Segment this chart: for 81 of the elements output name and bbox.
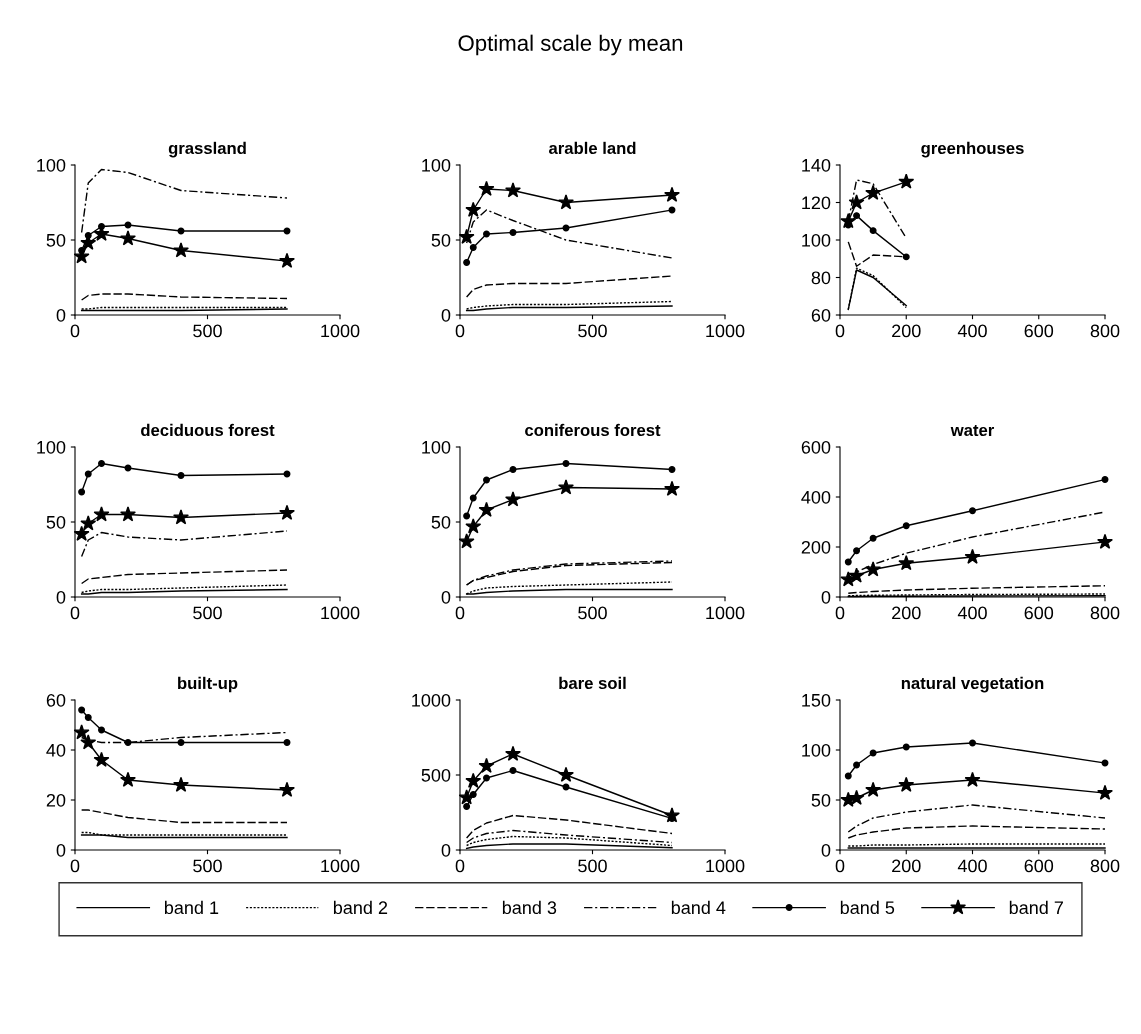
y-tick-label: 1000 xyxy=(412,693,451,707)
x-tick-label: 0 xyxy=(835,606,845,620)
y-tick-label: 100 xyxy=(802,233,831,247)
x-tick-label: 500 xyxy=(193,859,222,873)
x-tick-label: 1000 xyxy=(321,324,360,338)
y-tick-label: 0 xyxy=(821,590,831,604)
y-tick-label: 60 xyxy=(811,308,831,322)
x-tick-label: 500 xyxy=(193,324,222,338)
x-tick-label: 600 xyxy=(1024,606,1054,620)
y-tick-label: 0 xyxy=(441,843,451,857)
x-tick-label: 600 xyxy=(1024,324,1054,338)
x-tick-label: 0 xyxy=(455,324,465,338)
y-tick-label: 120 xyxy=(802,196,831,210)
x-tick-label: 1000 xyxy=(706,324,745,338)
x-tick-label: 500 xyxy=(578,324,607,338)
y-tick-label: 50 xyxy=(431,515,451,529)
y-tick-label: 50 xyxy=(811,793,831,807)
x-tick-label: 400 xyxy=(957,859,987,873)
y-tick-label: 50 xyxy=(431,233,451,247)
chart-title: built-up xyxy=(178,676,238,693)
y-tick-label: 100 xyxy=(37,158,66,172)
x-tick-label: 1000 xyxy=(321,606,360,620)
y-tick-label: 150 xyxy=(802,693,831,707)
legend-label: band 7 xyxy=(1009,900,1063,915)
x-tick-label: 0 xyxy=(70,606,80,620)
y-tick-label: 50 xyxy=(46,233,66,247)
y-tick-label: 100 xyxy=(422,158,451,172)
x-tick-label: 0 xyxy=(70,324,80,338)
y-tick-label: 600 xyxy=(801,440,831,454)
x-tick-label: 500 xyxy=(578,606,607,620)
x-tick-label: 200 xyxy=(892,606,921,620)
x-tick-label: 500 xyxy=(578,859,607,873)
chart-title: water xyxy=(950,425,995,437)
x-tick-label: 800 xyxy=(1090,324,1120,338)
legend-label: band 4 xyxy=(671,900,726,915)
x-tick-label: 500 xyxy=(193,606,222,620)
y-tick-label: 20 xyxy=(46,793,66,807)
y-tick-label: 80 xyxy=(811,271,831,285)
x-tick-label: 0 xyxy=(835,859,845,873)
x-tick-label: 400 xyxy=(957,606,987,620)
chart-title: deciduous forest xyxy=(141,423,275,437)
y-tick-label: 40 xyxy=(46,743,66,757)
x-tick-label: 200 xyxy=(892,324,921,338)
x-tick-label: 1000 xyxy=(706,606,745,620)
x-tick-label: 0 xyxy=(835,324,845,338)
y-tick-label: 100 xyxy=(37,440,66,454)
y-tick-label: 0 xyxy=(441,308,451,322)
y-tick-label: 60 xyxy=(46,693,66,707)
chart-title: arable land xyxy=(548,141,636,155)
y-tick-label: 0 xyxy=(821,843,831,857)
x-tick-label: 800 xyxy=(1090,606,1120,620)
x-tick-label: 0 xyxy=(455,859,465,873)
x-tick-label: 400 xyxy=(957,324,987,338)
legend-label: band 2 xyxy=(333,900,388,915)
y-tick-label: 0 xyxy=(56,308,66,322)
y-tick-label: 500 xyxy=(421,768,451,782)
y-tick-label: 50 xyxy=(46,515,66,529)
y-tick-label: 0 xyxy=(56,843,66,857)
legend-label: band 1 xyxy=(164,900,219,915)
y-tick-label: 200 xyxy=(801,540,831,554)
x-tick-label: 800 xyxy=(1090,859,1120,873)
x-tick-label: 600 xyxy=(1024,859,1054,873)
legend-label: band 5 xyxy=(840,900,895,915)
text: Optimal scale by mean xyxy=(458,34,683,56)
y-tick-label: 100 xyxy=(422,440,451,454)
y-tick-label: 100 xyxy=(802,743,831,757)
y-tick-label: 140 xyxy=(802,158,831,172)
chart-title: greenhouses xyxy=(921,141,1024,158)
x-tick-label: 1000 xyxy=(321,859,360,873)
chart-title: grassland xyxy=(168,141,246,158)
chart-title: natural vegetation xyxy=(901,676,1044,693)
legend-label: band 3 xyxy=(502,900,557,915)
x-tick-label: 0 xyxy=(455,606,465,620)
chart-title: coniferous forest xyxy=(525,423,661,437)
x-tick-label: 200 xyxy=(892,859,921,873)
y-tick-label: 0 xyxy=(56,590,66,604)
x-tick-label: 1000 xyxy=(706,859,745,873)
y-tick-label: 400 xyxy=(801,490,831,504)
y-tick-label: 0 xyxy=(441,590,451,604)
chart-title: bare soil xyxy=(559,676,626,690)
x-tick-label: 0 xyxy=(70,859,80,873)
